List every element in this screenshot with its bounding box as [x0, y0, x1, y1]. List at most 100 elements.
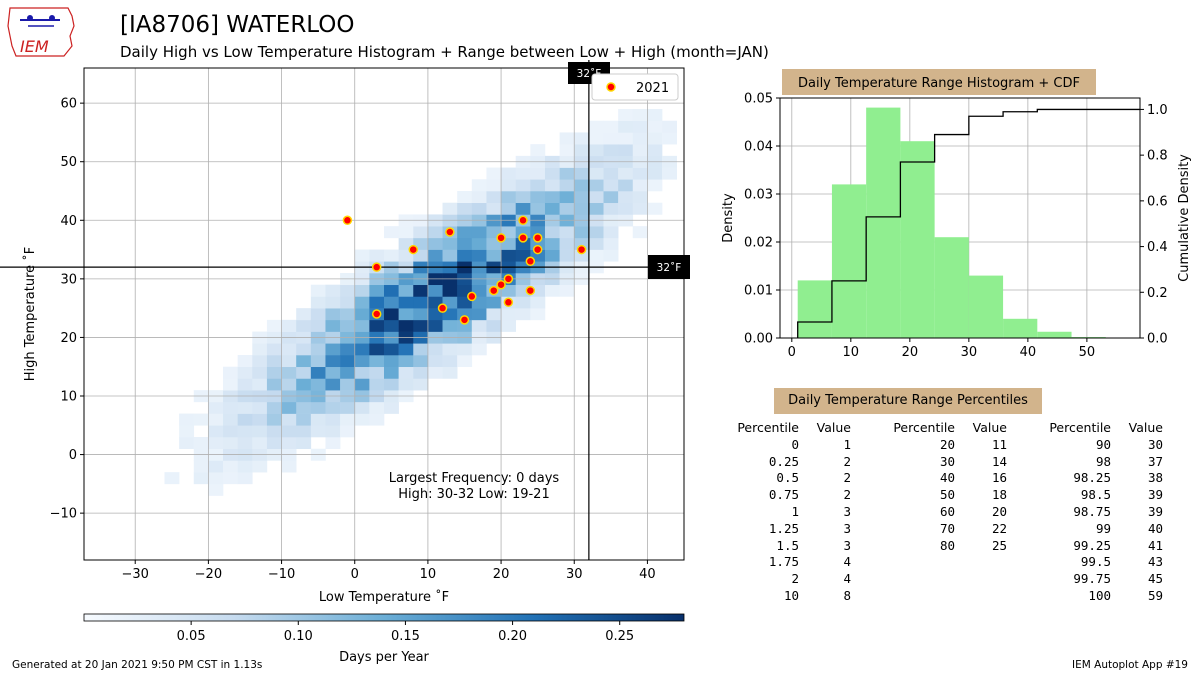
observation-point — [576, 244, 587, 255]
heatmap-cell — [296, 401, 312, 414]
heatmap-cell — [354, 355, 370, 368]
heatmap-cell — [632, 120, 648, 133]
heatmap-cell — [252, 378, 268, 391]
heatmap-cell — [208, 483, 224, 496]
percentile-header-row: Percentile Value — [1042, 420, 1163, 437]
heatmap-cell — [603, 132, 619, 145]
heatmap-cell — [340, 296, 356, 309]
heatmap-cell — [544, 249, 560, 262]
heatmap-cell — [603, 202, 619, 215]
heatmap-cell — [515, 191, 531, 204]
value-cell: 4 — [843, 571, 851, 587]
heatmap-cell — [632, 132, 648, 145]
heatmap-ticks: −30 −20 −10 0 10 20 30 40 −10 0 10 20 30 40 50 60 — [50, 97, 656, 582]
percentile-cell: 80 — [939, 537, 955, 553]
heatmap-cell — [588, 167, 604, 180]
value-cell: 39 — [1147, 487, 1163, 503]
legend-label: 2021 — [636, 81, 669, 96]
percentile-header: Percentile — [1049, 420, 1111, 435]
heatmap-cell — [369, 413, 385, 426]
observation-point — [503, 297, 514, 308]
observation-point — [371, 262, 382, 272]
heatmap-cell — [398, 319, 414, 332]
heatmap-cell — [369, 343, 385, 356]
heatmap-cell — [398, 343, 414, 356]
heatmap-cell — [427, 249, 443, 262]
histogram-bars — [797, 107, 1140, 338]
cdf-y-tick-label: 1.0 — [1147, 103, 1168, 118]
value-cell: 16 — [991, 470, 1007, 486]
colorbar-tick-label: 0.15 — [391, 629, 420, 644]
heatmap-cell — [340, 319, 356, 332]
heatmap-cell — [208, 401, 224, 414]
heatmap-cell — [296, 355, 312, 368]
heatmap-cell — [340, 378, 356, 391]
heatmap-cell — [603, 179, 619, 192]
observation-point — [503, 274, 514, 284]
x-tick-label: −10 — [268, 567, 295, 582]
heatmap-cell — [501, 284, 517, 297]
heatmap-cell — [427, 237, 443, 250]
percentile-cell: 98.25 — [1073, 470, 1111, 486]
percentile-header: Percentile — [893, 420, 955, 435]
heatmap-cell — [501, 167, 517, 180]
annotation-line-2: High: 30-32 Low: 19-21 — [398, 487, 549, 502]
hist-y-tick-label: 0.05 — [744, 92, 773, 107]
heatmap-cell — [530, 144, 546, 157]
heatmap-cell — [384, 249, 399, 262]
heatmap-cell — [384, 343, 399, 356]
hist-x-tick-label: 30 — [961, 345, 978, 360]
heatmap-cell — [501, 237, 517, 250]
x-tick-label: 40 — [639, 567, 656, 582]
heatmap-cell — [647, 144, 663, 157]
observation-point — [467, 291, 477, 302]
percentile-row: 100 59 — [1042, 588, 1163, 605]
heatmap-cell — [354, 401, 370, 414]
heatmap-cell — [647, 202, 663, 215]
observation-point — [459, 315, 470, 325]
heatmap-cell — [266, 366, 282, 379]
colorbar-tick-label: 0.05 — [177, 629, 206, 644]
cdf-y-tick-label: 0.2 — [1147, 286, 1168, 301]
heatmap-cell — [442, 343, 458, 356]
x-tick-label: −30 — [122, 567, 149, 582]
y-tick-label: 40 — [60, 214, 77, 229]
heatmap-cell — [237, 378, 253, 391]
observation-point — [532, 244, 543, 255]
value-cell: 43 — [1147, 554, 1163, 570]
heatmap-cell — [354, 308, 370, 321]
heatmap-cell — [266, 319, 282, 332]
heatmap-cell — [442, 308, 458, 321]
heatmap-cell — [427, 366, 443, 379]
heatmap-cell — [501, 308, 517, 321]
percentile-cell: 30 — [939, 453, 955, 469]
heatmap-cell — [252, 437, 268, 450]
percentile-cell: 2 — [791, 571, 799, 587]
percentile-row: 50 18 — [886, 487, 1007, 504]
heatmap-cell — [486, 202, 502, 215]
heatmap-cell — [603, 191, 619, 204]
hist-x-tick-label: 20 — [902, 345, 919, 360]
heatmap-cell — [354, 378, 370, 391]
heatmap-cell — [340, 401, 356, 414]
heatmap-cell — [501, 202, 517, 215]
app-label: IEM Autoplot App #19 — [1072, 659, 1188, 671]
observation-point — [525, 256, 536, 267]
heatmap-cell — [384, 296, 399, 309]
y-axis-label: High Temperature ˚F — [22, 247, 38, 381]
heatmap-cell — [208, 460, 224, 473]
logo-text: IEM — [20, 37, 49, 56]
heatmap-cell — [588, 179, 604, 192]
heatmap-cell — [325, 378, 341, 391]
heatmap-cell — [223, 425, 238, 438]
iem-logo: IEM — [7, 7, 75, 57]
percentile-cell: 1 — [791, 503, 799, 519]
heatmap-cell — [281, 366, 297, 379]
histogram-bar — [900, 141, 935, 338]
y-tick-label: 10 — [60, 390, 77, 405]
heatmap-cell — [544, 202, 560, 215]
cdf-y-tick-label: 0.8 — [1147, 149, 1168, 164]
percentile-cell: 1.75 — [768, 554, 799, 570]
percentile-row: 40 16 — [886, 470, 1007, 487]
heatmap-cell — [237, 401, 253, 414]
